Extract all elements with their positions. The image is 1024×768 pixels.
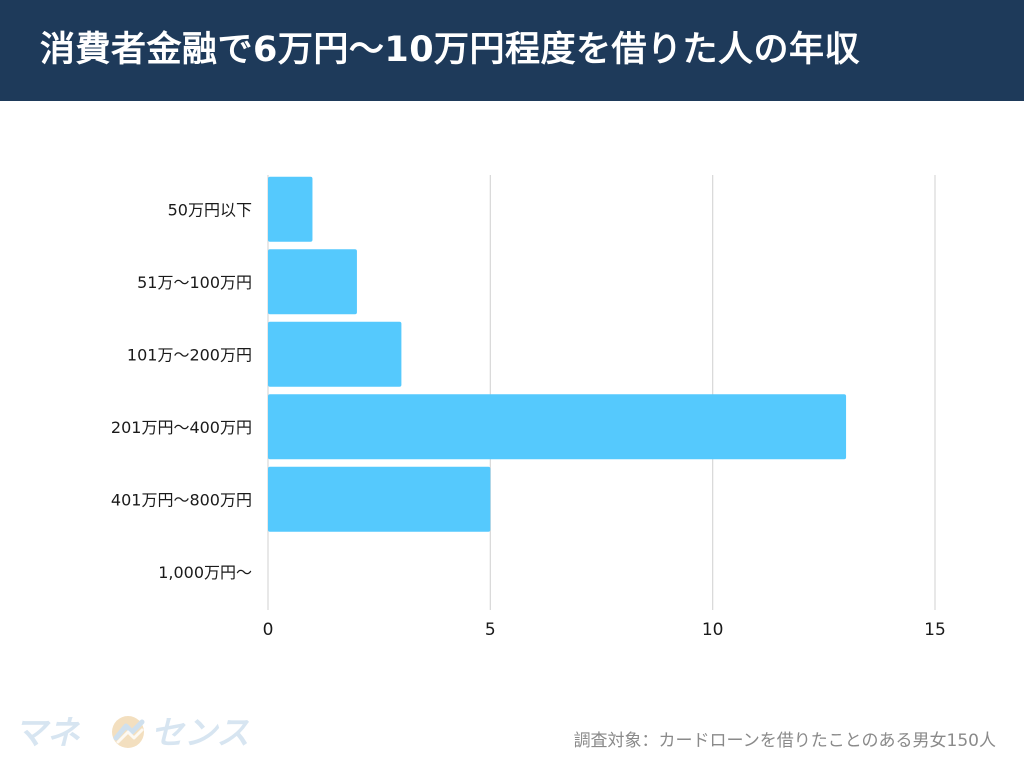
x-tick-labels: 0 5 10 15: [263, 620, 946, 640]
bar-1: [268, 249, 357, 315]
bars: [268, 176, 847, 532]
x-tick-label: 10: [702, 620, 724, 640]
brand-logo: マネ センス: [14, 711, 259, 757]
bar-3: [268, 394, 847, 460]
category-label: 201万円〜400万円: [111, 418, 252, 437]
x-tick-label: 5: [485, 620, 496, 640]
logo-emblem-icon: [112, 716, 145, 748]
category-label: 1,000万円〜: [158, 563, 252, 582]
bar-2: [268, 321, 402, 387]
survey-footnote: 調査対象：カードローンを借りたことのある男女150人: [573, 731, 996, 751]
category-label: 51万〜100万円: [137, 273, 252, 292]
bar-chart: 50万円以下 51万〜100万円 101万〜200万円 201万円〜400万円 401万…: [111, 175, 946, 640]
title-banner: 消費者金融で6万円〜10万円程度を借りた人の年収: [0, 0, 1024, 101]
logo-text-right: センス: [151, 713, 250, 752]
bar-4: [268, 466, 491, 532]
bar-0: [268, 176, 313, 242]
category-label: 101万〜200万円: [127, 345, 252, 364]
x-tick-label: 15: [924, 620, 946, 640]
chart-title: 消費者金融で6万円〜10万円程度を借りた人の年収: [40, 30, 861, 70]
category-labels: 50万円以下 51万〜100万円 101万〜200万円 201万円〜400万円 401万…: [111, 200, 252, 582]
logo-text-left: マネ: [14, 713, 80, 752]
gridlines: [267, 175, 936, 610]
category-label: 50万円以下: [168, 200, 252, 219]
category-label: 401万円〜800万円: [111, 490, 252, 509]
x-tick-label: 0: [263, 620, 274, 640]
